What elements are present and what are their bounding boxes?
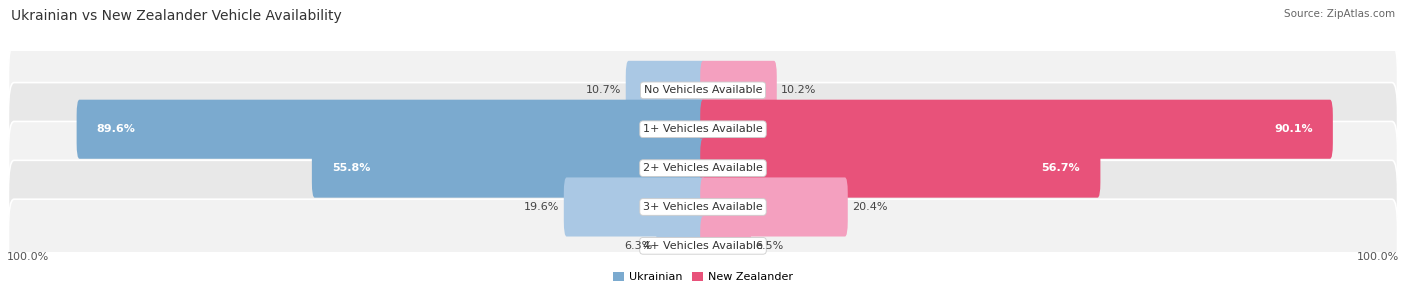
FancyBboxPatch shape: [700, 61, 776, 120]
Text: 6.5%: 6.5%: [755, 241, 783, 251]
FancyBboxPatch shape: [700, 100, 1333, 159]
Text: 10.2%: 10.2%: [780, 85, 817, 95]
Text: 89.6%: 89.6%: [97, 124, 136, 134]
FancyBboxPatch shape: [700, 177, 848, 237]
FancyBboxPatch shape: [657, 216, 706, 275]
Text: 3+ Vehicles Available: 3+ Vehicles Available: [643, 202, 763, 212]
Text: 2+ Vehicles Available: 2+ Vehicles Available: [643, 163, 763, 173]
FancyBboxPatch shape: [8, 160, 1398, 254]
FancyBboxPatch shape: [8, 44, 1398, 137]
FancyBboxPatch shape: [700, 216, 751, 275]
Text: 55.8%: 55.8%: [332, 163, 370, 173]
Text: 19.6%: 19.6%: [524, 202, 560, 212]
FancyBboxPatch shape: [8, 122, 1398, 215]
FancyBboxPatch shape: [8, 83, 1398, 176]
FancyBboxPatch shape: [564, 177, 706, 237]
Text: 1+ Vehicles Available: 1+ Vehicles Available: [643, 124, 763, 134]
FancyBboxPatch shape: [700, 138, 1101, 198]
FancyBboxPatch shape: [312, 138, 706, 198]
Text: 6.3%: 6.3%: [624, 241, 652, 251]
Text: 4+ Vehicles Available: 4+ Vehicles Available: [643, 241, 763, 251]
FancyBboxPatch shape: [77, 100, 706, 159]
Text: Ukrainian vs New Zealander Vehicle Availability: Ukrainian vs New Zealander Vehicle Avail…: [11, 9, 342, 23]
Text: 56.7%: 56.7%: [1042, 163, 1080, 173]
Text: 90.1%: 90.1%: [1274, 124, 1313, 134]
Text: No Vehicles Available: No Vehicles Available: [644, 85, 762, 95]
Text: 10.7%: 10.7%: [586, 85, 621, 95]
FancyBboxPatch shape: [626, 61, 706, 120]
FancyBboxPatch shape: [8, 199, 1398, 286]
Text: Source: ZipAtlas.com: Source: ZipAtlas.com: [1284, 9, 1395, 19]
Text: 100.0%: 100.0%: [7, 252, 49, 262]
Text: 20.4%: 20.4%: [852, 202, 887, 212]
Text: 100.0%: 100.0%: [1357, 252, 1399, 262]
Legend: Ukrainian, New Zealander: Ukrainian, New Zealander: [613, 272, 793, 282]
